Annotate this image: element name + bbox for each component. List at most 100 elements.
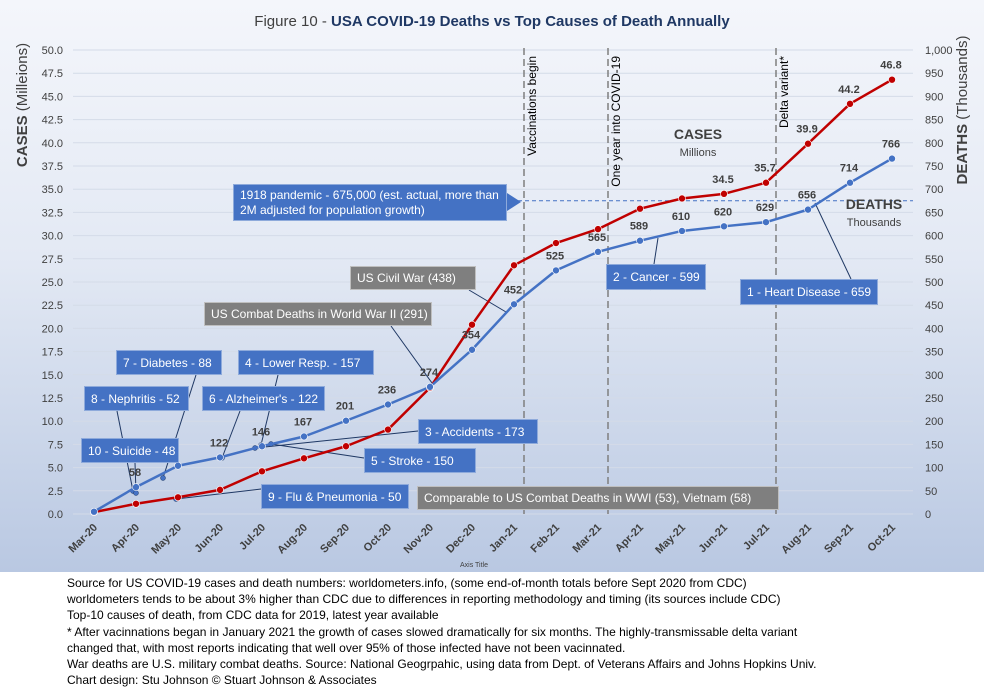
series-line-deaths <box>93 157 893 513</box>
y-right-tick-label: 250 <box>925 393 943 405</box>
chart-area: Figure 10 - USA COVID-19 Deaths vs Top C… <box>0 0 984 572</box>
data-point-cases <box>678 194 686 203</box>
data-label-deaths: 58 <box>129 467 141 479</box>
y-right-tick-label: 400 <box>925 323 943 335</box>
data-point-deaths <box>762 218 770 226</box>
points-group <box>90 75 896 516</box>
civil-war-callout: US Civil War (438) <box>350 266 476 290</box>
y-left-tick-label: 42.5 <box>42 115 63 127</box>
y-right-tick-label: 350 <box>925 347 943 359</box>
footer-line: Source for US COVID-19 cases and death n… <box>67 576 747 590</box>
y-left-axis-title: CASES (Milleions) <box>14 43 31 167</box>
data-label-deaths: 167 <box>294 417 312 429</box>
x-tick-label: Oct-20 <box>361 522 394 555</box>
y-left-tick-label: 27.5 <box>42 254 63 266</box>
x-tick-label: May-20 <box>149 522 184 557</box>
footer-line: * After vacinnations began in January 20… <box>67 624 798 639</box>
data-label-deaths: 354 <box>462 330 481 342</box>
data-labels: 34.5 35.7 39.9 44.2 46.8 58 122 146 167 201 236 274… <box>129 60 902 479</box>
y-right-tick-label: 850 <box>925 115 943 127</box>
x-tick-label: Sep-20 <box>318 522 352 556</box>
y-right-tick-label: 0 <box>925 509 931 521</box>
data-point-deaths <box>636 236 644 245</box>
pandemic-1918-callout: 1918 pandemic - 675,000 (est. actual, mo… <box>233 184 507 221</box>
data-point-cases <box>468 320 476 329</box>
series-group <box>93 78 893 514</box>
y-right-tick-label: 700 <box>925 184 943 196</box>
data-label-deaths: 610 <box>672 211 690 223</box>
x-tick-label: Jul-20 <box>237 522 268 553</box>
x-tick-label: Jul-21 <box>741 522 772 553</box>
data-label-cases: 34.5 <box>712 174 733 186</box>
x-tick-label: May-21 <box>653 522 688 557</box>
chart-title: Figure 10 - USA COVID-19 Deaths vs Top C… <box>254 13 730 30</box>
cause-accidents-callout: 3 - Accidents - 173 <box>418 419 538 444</box>
data-point-cases <box>300 454 308 463</box>
x-tick-label: Feb-21 <box>529 522 563 556</box>
y-left-tick-label: 0.0 <box>48 509 63 521</box>
x-tick-label: Jan-21 <box>487 522 520 555</box>
cause-marker-point <box>133 490 139 496</box>
data-label-deaths: 525 <box>546 250 564 262</box>
data-point-cases <box>132 499 140 508</box>
data-point-deaths <box>342 416 350 425</box>
x-tick-label: Jun-20 <box>193 522 227 556</box>
data-point-deaths <box>426 383 434 391</box>
y-left-tick-label: 10.0 <box>42 416 63 428</box>
y-right-tick-label: 300 <box>925 370 943 382</box>
data-point-cases <box>384 425 392 434</box>
reference-line-group <box>507 193 913 211</box>
data-point-cases <box>552 239 560 247</box>
data-label-deaths: 236 <box>378 384 396 396</box>
vertical-marker-label: Delta variant* <box>777 56 791 128</box>
data-point-deaths <box>846 178 854 187</box>
footer-line: Chart design: Stu Johnson © Stuart Johns… <box>67 673 377 688</box>
y-right-axis-title: DEATHS (Thousands) <box>954 36 971 185</box>
data-label-cases: 46.8 <box>880 60 901 72</box>
data-point-cases <box>216 486 224 494</box>
cause-nephritis-callout: 8 - Nephritis - 52 <box>84 386 189 411</box>
y-left-tick-label: 35.0 <box>42 184 63 196</box>
data-point-cases <box>888 75 896 84</box>
footer-line: worldometers tends to be about 3% higher… <box>67 592 781 607</box>
y-left-tick-label: 20.0 <box>42 323 63 335</box>
footer-notes: Source for US COVID-19 cases and death n… <box>67 575 967 688</box>
data-point-deaths <box>174 461 182 470</box>
series-line-cases <box>93 78 893 514</box>
y-left-tick-label: 25.0 <box>42 277 63 289</box>
y-right-tick-label: 50 <box>925 486 937 498</box>
cause-suicide-callout: 10 - Suicide - 48 <box>81 438 179 463</box>
y-left-tick-label: 45.0 <box>42 91 63 103</box>
data-point-deaths <box>720 222 728 231</box>
data-point-cases <box>510 261 518 270</box>
callout-leader-line <box>221 410 241 459</box>
cause-alzheimers-callout: 6 - Alzheimer's - 122 <box>202 386 325 411</box>
deaths-series-label: DEATHS <box>846 196 903 212</box>
data-label-cases: 39.9 <box>796 124 817 136</box>
pandemic-callout-pointer <box>507 193 521 211</box>
y-left-axis-title-bold: CASES <box>14 115 31 167</box>
y-left-tick-label: 37.5 <box>42 161 63 173</box>
data-point-deaths <box>216 453 224 462</box>
y-left-axis-title-paren: (Milleions) <box>14 43 31 111</box>
y-right-tick-label: 650 <box>925 207 943 219</box>
x-tick-label: Mar-21 <box>571 522 605 556</box>
y-left-tick-label: 12.5 <box>42 393 63 405</box>
y-left-tick-label: 30.0 <box>42 231 63 243</box>
data-point-deaths <box>468 345 476 354</box>
x-tick-label: Nov-20 <box>402 522 436 556</box>
data-label-deaths: 620 <box>714 206 732 218</box>
chart-title-main: USA COVID-19 Deaths vs Top Causes of Dea… <box>331 13 730 30</box>
data-point-deaths <box>384 400 392 409</box>
data-point-deaths <box>510 300 518 309</box>
y-left-tick-label: 40.0 <box>42 138 63 150</box>
deaths-series-unit: Thousands <box>847 217 902 229</box>
x-tick-label: Apr-20 <box>109 522 142 555</box>
data-point-cases <box>762 178 770 187</box>
data-point-deaths <box>678 227 686 235</box>
data-point-cases <box>636 204 644 213</box>
cause-flu-pneumonia-callout: 9 - Flu & Pneumonia - 50 <box>261 484 409 509</box>
y-left-tick-label: 32.5 <box>42 207 63 219</box>
data-point-cases <box>720 190 728 198</box>
cause-marker-point <box>160 475 166 481</box>
